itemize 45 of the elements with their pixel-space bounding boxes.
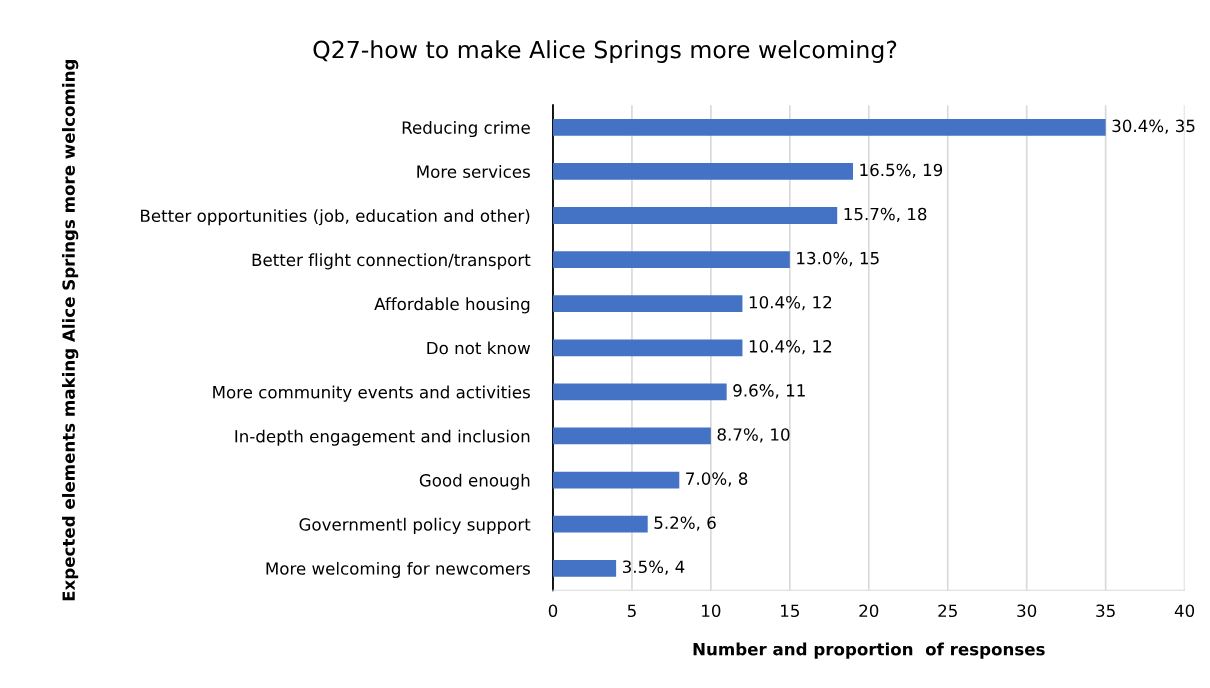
data-label: 7.0%, 8 [686,472,748,487]
data-label: 15.7%, 18 [844,207,927,223]
x-axis-title: Number and proportion of responses [693,642,1045,659]
x-tick-label: 40 [1174,604,1195,618]
chart-title: Q27-how to make Alice Springs more welcoming? [313,40,897,64]
bar [552,118,1106,136]
bar [552,207,838,224]
x-tick-label: 35 [1096,604,1115,618]
data-label: 10.4%, 12 [749,295,832,311]
y-tick-label: Affordable housing [374,297,530,314]
bar [552,471,680,489]
bar [552,339,743,357]
bar [552,251,790,268]
x-tick-label: 20 [859,604,879,618]
x-tick-label: 5 [627,604,636,618]
y-tick-label: More community events and activities [213,385,530,402]
data-label: 13.0%, 15 [797,251,879,267]
bar [552,515,648,533]
bar [552,163,853,180]
bar [552,383,727,401]
bar [552,427,711,445]
bar [552,559,617,577]
data-label: 5.2%, 6 [654,516,716,531]
y-tick-label: Governmentl policy support [299,517,531,534]
data-label: 30.4%, 35 [1112,119,1195,134]
x-tick-label: 25 [938,604,957,618]
data-label: 10.4%, 12 [749,340,832,355]
y-tick-label: Do not know [427,341,531,355]
y-tick-label: More welcoming for newcomers [266,561,530,579]
y-tick-label: Better flight connection/transport [252,253,531,270]
data-label: 9.6%, 11 [733,384,805,399]
bar [552,295,743,313]
x-tick-label: 15 [781,604,799,618]
data-label: 3.5%, 4 [622,560,685,575]
y-axis-title: Expected elements making Alice Springs more welcoming [62,60,79,601]
y-tick-label: Better opportunities (job, education and other) [141,209,530,226]
y-tick-label: In-depth engagement and inclusion [235,429,530,446]
y-tick-label: Good enough [419,473,530,490]
x-tick-label: 0 [548,604,558,618]
y-tick-label: More services [417,165,530,178]
x-tick-label: 30 [1017,604,1037,618]
y-tick-label: Reducing crime [402,120,530,138]
data-label: 8.7%, 10 [717,428,790,443]
x-tick-label: 10 [702,604,721,618]
data-label: 16.5%, 19 [860,163,943,178]
